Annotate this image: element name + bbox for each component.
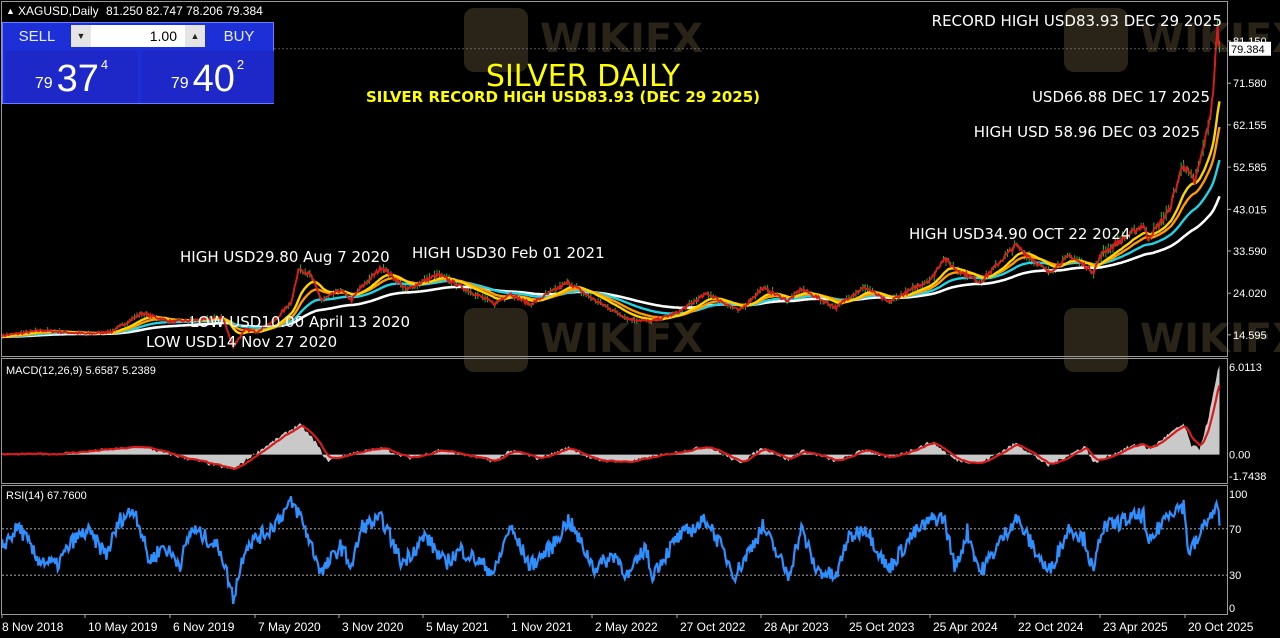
x-tick-label: 10 May 2019 xyxy=(88,620,158,634)
trade-panel-top-row: SELL ▼ 1.00 ▲ BUY xyxy=(3,23,273,49)
y-tick-label: 14.595 xyxy=(1233,330,1267,342)
price-line xyxy=(2,25,1221,350)
y-tick-label: 24.020 xyxy=(1233,288,1267,300)
annotation-label: HIGH USD34.90 OCT 22 2024 xyxy=(909,225,1130,243)
sell-price-prefix: 79 xyxy=(34,75,53,92)
sell-price-main: 37 xyxy=(56,58,99,100)
current-price-label: 79.384 xyxy=(1231,44,1265,56)
moving-average-line xyxy=(2,195,1221,339)
y-tick-label: 33.590 xyxy=(1233,246,1267,258)
annotations: RECORD HIGH USD83.93 DEC 29 2025 USD66.88… xyxy=(146,12,1222,351)
x-tick-label: 22 Oct 2024 xyxy=(1018,620,1084,634)
ohlc-readout: 81.250 82.747 78.206 79.384 xyxy=(106,4,263,18)
x-tick-label: 3 Nov 2020 xyxy=(342,620,404,634)
macd-tick-label: 0.00 xyxy=(1229,450,1250,462)
buy-price-prefix: 79 xyxy=(170,75,189,92)
x-tick-label: 23 Apr 2025 xyxy=(1103,620,1168,634)
rsi-title: RSI(14) 67.7600 xyxy=(6,490,87,502)
rsi-tick-label: 100 xyxy=(1229,489,1247,501)
axes: 81.15071.58062.15552.58543.01533.59024.0… xyxy=(1,36,1271,634)
chart-subtitle: SILVER RECORD HIGH USD83.93 (DEC 29 2025… xyxy=(366,88,760,106)
x-tick-label: 2 May 2022 xyxy=(595,620,658,634)
x-tick-label: 6 Nov 2019 xyxy=(173,620,235,634)
macd-signal-line xyxy=(2,384,1221,470)
x-tick-label: 8 Nov 2018 xyxy=(2,620,64,634)
sell-button[interactable]: SELL xyxy=(18,27,56,45)
watermark-text: WIKIFX xyxy=(1140,316,1280,362)
buy-price-pip: 2 xyxy=(236,57,245,72)
moving-average-line xyxy=(2,101,1221,338)
macd-histogram-area xyxy=(2,365,1220,470)
y-tick-label: 62.155 xyxy=(1233,120,1267,132)
x-tick-label: 20 Oct 2025 xyxy=(1188,620,1254,634)
watermark-logo-icon xyxy=(464,8,528,72)
panel-frames xyxy=(1,1,1228,615)
lot-increase-icon[interactable]: ▲ xyxy=(185,25,205,47)
annotation-label: HIGH USD29.80 Aug 7 2020 xyxy=(180,248,390,266)
y-tick-label: 52.585 xyxy=(1233,162,1267,174)
x-tick-label: 7 May 2020 xyxy=(258,620,321,634)
macd-plot xyxy=(2,365,1221,470)
macd-title: MACD(12,26,9) 5.6587 5.2389 xyxy=(6,365,156,377)
watermark-layer: WIKIFXWIKIFXWIKIFXWIKIFX xyxy=(464,8,1280,372)
watermark-text: WIKIFX xyxy=(540,316,703,362)
macd-tick-label: -1.7438 xyxy=(1229,471,1266,483)
macd-panel-frame xyxy=(1,358,1228,484)
buy-price-main: 40 xyxy=(192,58,235,100)
annotation-label: RECORD HIGH USD83.93 DEC 29 2025 xyxy=(932,12,1222,30)
x-tick-label: 27 Oct 2022 xyxy=(680,620,746,634)
annotation-label: HIGH USD 58.96 DEC 03 2025 xyxy=(974,123,1200,141)
sell-price-button[interactable]: 79 37 4 xyxy=(5,51,138,103)
rsi-panel-frame xyxy=(1,485,1228,615)
rsi-tick-label: 0 xyxy=(1229,603,1235,615)
watermark-logo-icon xyxy=(1064,308,1128,372)
macd-tick-label: 6.0113 xyxy=(1229,362,1262,374)
rsi-plot xyxy=(2,495,1227,605)
lot-decrease-icon[interactable]: ▼ xyxy=(71,25,91,47)
watermark-text: WIKIFX xyxy=(540,16,703,62)
annotation-label: USD66.88 DEC 17 2025 xyxy=(1032,88,1210,106)
symbol-arrow-icon[interactable]: ▲ xyxy=(6,6,15,16)
symbol-label: XAGUSD,Daily xyxy=(18,4,99,18)
lot-size-field[interactable]: ▼ 1.00 ▲ xyxy=(71,25,205,47)
x-tick-label: 28 Apr 2023 xyxy=(764,620,829,634)
watermark-logo-icon xyxy=(464,308,528,372)
lot-size-value[interactable]: 1.00 xyxy=(149,28,177,44)
rsi-line xyxy=(2,495,1221,605)
x-tick-label: 1 Nov 2021 xyxy=(511,620,573,634)
y-tick-label: 43.015 xyxy=(1233,204,1267,216)
chart-title: SILVER DAILY xyxy=(486,59,681,94)
x-tick-label: 25 Oct 2023 xyxy=(849,620,915,634)
watermark-logo-icon xyxy=(1064,8,1128,72)
price-panel-frame xyxy=(1,1,1228,357)
price-plot xyxy=(2,20,1227,350)
current-price-box xyxy=(1229,41,1271,56)
rsi-tick-label: 30 xyxy=(1229,570,1241,582)
buy-button[interactable]: BUY xyxy=(223,27,255,45)
buy-price-button[interactable]: 79 40 2 xyxy=(141,51,274,103)
annotation-label: HIGH USD30 Feb 01 2021 xyxy=(412,244,605,262)
sell-price-pip: 4 xyxy=(100,57,109,72)
trade-panel: SELL ▼ 1.00 ▲ BUY 79 37 4 79 40 2 xyxy=(2,22,274,104)
x-tick-label: 5 May 2021 xyxy=(426,620,489,634)
rsi-tick-label: 70 xyxy=(1229,524,1241,536)
y-tick-label: 71.580 xyxy=(1233,78,1267,90)
annotation-label: LOW USD14 Nov 27 2020 xyxy=(146,333,337,351)
x-tick-label: 25 Apr 2024 xyxy=(933,620,998,634)
annotation-label: LOW USD10.00 April 13 2020 xyxy=(190,313,410,331)
